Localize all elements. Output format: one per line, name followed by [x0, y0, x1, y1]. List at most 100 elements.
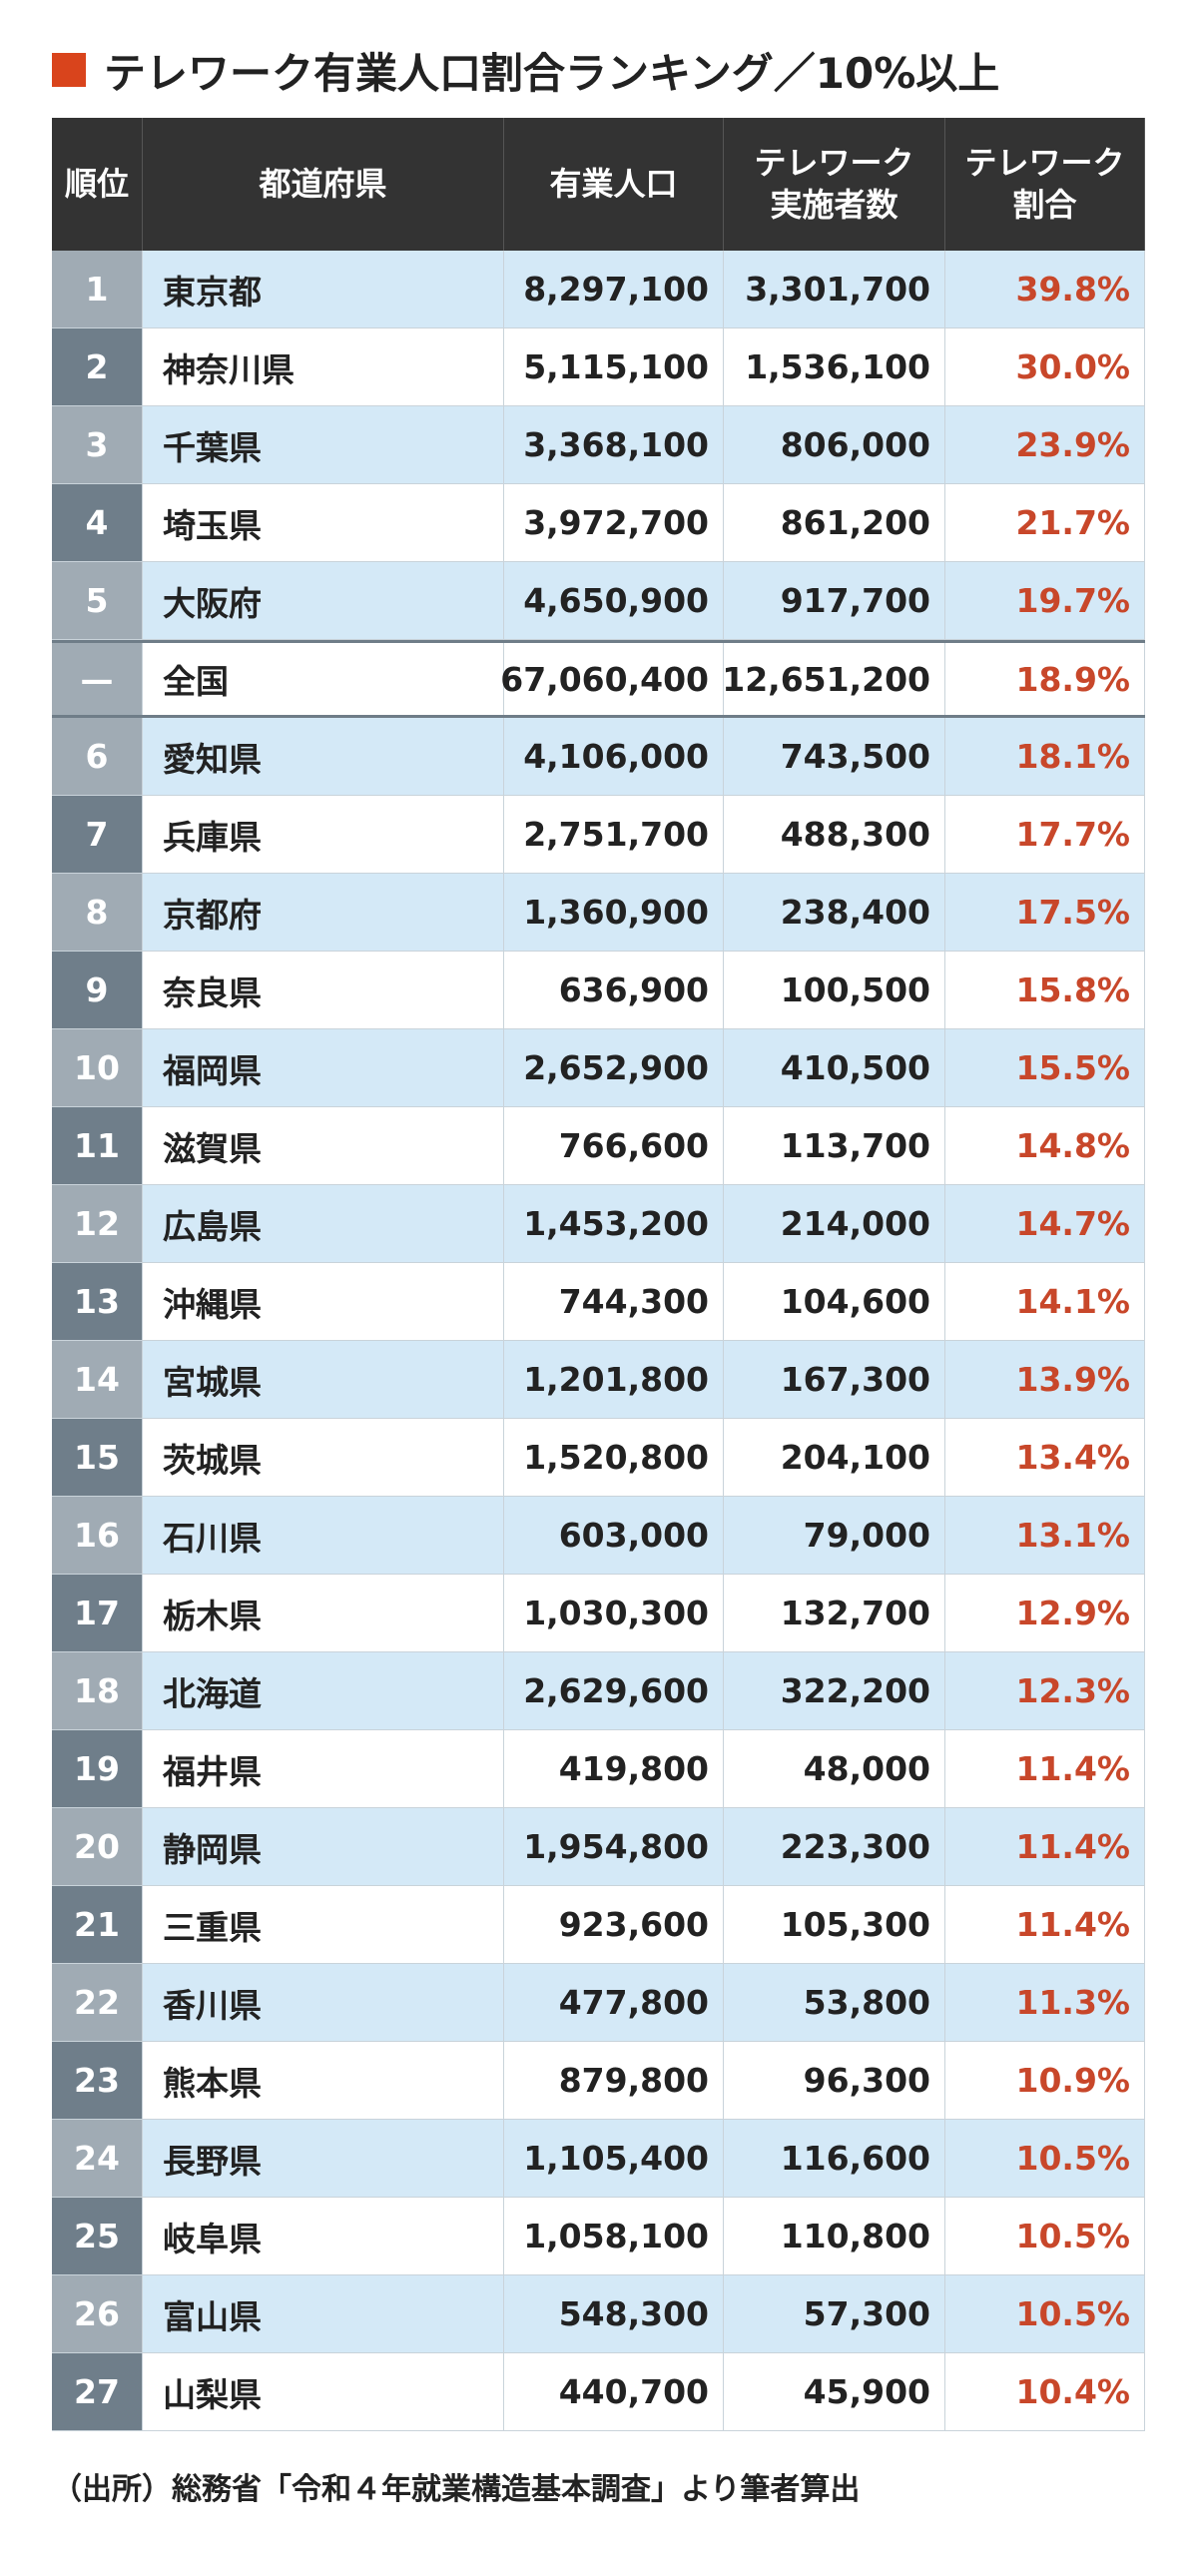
telework-ratio-cell: 10.5%	[945, 2275, 1145, 2352]
employed-population-cell: 1,360,900	[504, 874, 724, 951]
telework-count-cell: 105,300	[724, 1886, 945, 1963]
prefecture-cell: 熊本県	[143, 2042, 504, 2119]
rank-cell: 17	[52, 1575, 143, 1651]
telework-ratio-cell: 18.9%	[945, 643, 1145, 715]
table: 順位 都道府県 有業人口 テレワーク 実施者数 テレワーク 割合 1 東京都 8,297,100 3…	[52, 118, 1145, 2431]
telework-ratio-cell: 15.5%	[945, 1029, 1145, 1106]
table-row: 16 石川県 603,000 79,000 13.1%	[52, 1497, 1145, 1575]
telework-ratio-cell: 10.4%	[945, 2353, 1145, 2430]
telework-count-cell: 917,700	[724, 562, 945, 639]
telework-ratio-cell: 17.7%	[945, 796, 1145, 873]
rank-cell: 1	[52, 251, 143, 327]
telework-ratio-cell: 15.8%	[945, 952, 1145, 1028]
telework-count-cell: 12,651,200	[722, 643, 945, 715]
title-block: テレワーク有業人口割合ランキング／10%以上	[52, 40, 999, 100]
prefecture-cell: 奈良県	[143, 952, 504, 1028]
telework-ratio-cell: 14.1%	[945, 1263, 1145, 1340]
prefecture-cell: 千葉県	[143, 406, 504, 483]
telework-count-cell: 743,500	[724, 718, 945, 795]
national-row: — 全国 67,060,400 12,651,200 18.9%	[52, 640, 1145, 718]
telework-count-cell: 3,301,700	[724, 251, 945, 327]
employed-population-cell: 548,300	[504, 2275, 724, 2352]
telework-ratio-cell: 10.5%	[945, 2198, 1145, 2274]
employed-population-cell: 3,972,700	[504, 484, 724, 561]
table-row: 10 福岡県 2,652,900 410,500 15.5%	[52, 1029, 1145, 1107]
table-row: 9 奈良県 636,900 100,500 15.8%	[52, 952, 1145, 1029]
prefecture-cell: 北海道	[143, 1652, 504, 1729]
telework-count-cell: 238,400	[724, 874, 945, 951]
rank-cell: 9	[52, 952, 143, 1028]
telework-ratio-cell: 10.9%	[945, 2042, 1145, 2119]
prefecture-cell: 東京都	[143, 251, 504, 327]
table-row: 3 千葉県 3,368,100 806,000 23.9%	[52, 406, 1145, 484]
rank-cell: 19	[52, 1730, 143, 1807]
prefecture-cell: 沖縄県	[143, 1263, 504, 1340]
rank-cell: 13	[52, 1263, 143, 1340]
rank-cell: 18	[52, 1652, 143, 1729]
telework-count-cell: 1,536,100	[724, 328, 945, 405]
rank-cell: 10	[52, 1029, 143, 1106]
table-row: 22 香川県 477,800 53,800 11.3%	[52, 1964, 1145, 2042]
header-cell: テレワーク 実施者数	[724, 118, 945, 251]
table-row: 14 宮城県 1,201,800 167,300 13.9%	[52, 1341, 1145, 1419]
employed-population-cell: 2,652,900	[504, 1029, 724, 1106]
telework-ratio-cell: 11.4%	[945, 1730, 1145, 1807]
table-row: 12 広島県 1,453,200 214,000 14.7%	[52, 1185, 1145, 1263]
employed-population-cell: 1,105,400	[504, 2120, 724, 2197]
rank-cell: 22	[52, 1964, 143, 2041]
employed-population-cell: 4,106,000	[504, 718, 724, 795]
table-row: 27 山梨県 440,700 45,900 10.4%	[52, 2353, 1145, 2431]
table-row: 4 埼玉県 3,972,700 861,200 21.7%	[52, 484, 1145, 562]
rank-cell: 8	[52, 874, 143, 951]
rank-cell: 24	[52, 2120, 143, 2197]
telework-count-cell: 104,600	[724, 1263, 945, 1340]
telework-count-cell: 204,100	[724, 1419, 945, 1496]
telework-count-cell: 79,000	[724, 1497, 945, 1574]
rank-cell: 21	[52, 1886, 143, 1963]
table-row: 25 岐阜県 1,058,100 110,800 10.5%	[52, 2198, 1145, 2275]
prefecture-cell: 滋賀県	[143, 1107, 504, 1184]
table-row: 13 沖縄県 744,300 104,600 14.1%	[52, 1263, 1145, 1341]
header-line: テレワーク	[754, 143, 914, 182]
table-row: 24 長野県 1,105,400 116,600 10.5%	[52, 2120, 1145, 2198]
employed-population-cell: 3,368,100	[504, 406, 724, 483]
prefecture-cell: 埼玉県	[143, 484, 504, 561]
table-row: 20 静岡県 1,954,800 223,300 11.4%	[52, 1808, 1145, 1886]
telework-count-cell: 167,300	[724, 1341, 945, 1418]
prefecture-cell: 静岡県	[143, 1808, 504, 1885]
rank-cell: 20	[52, 1808, 143, 1885]
employed-population-cell: 67,060,400	[500, 643, 724, 715]
telework-ratio-cell: 17.5%	[945, 874, 1145, 951]
rank-cell: 14	[52, 1341, 143, 1418]
employed-population-cell: 1,520,800	[504, 1419, 724, 1496]
prefecture-cell: 大阪府	[143, 562, 504, 639]
telework-ratio-cell: 14.7%	[945, 1185, 1145, 1262]
telework-count-cell: 488,300	[724, 796, 945, 873]
table-row: 2 神奈川県 5,115,100 1,536,100 30.0%	[52, 328, 1145, 406]
prefecture-cell: 広島県	[143, 1185, 504, 1262]
telework-count-cell: 45,900	[724, 2353, 945, 2430]
prefecture-cell: 三重県	[143, 1886, 504, 1963]
employed-population-cell: 766,600	[504, 1107, 724, 1184]
telework-count-cell: 410,500	[724, 1029, 945, 1106]
employed-population-cell: 440,700	[504, 2353, 724, 2430]
telework-count-cell: 57,300	[724, 2275, 945, 2352]
title-marker	[52, 53, 86, 87]
prefecture-cell: 茨城県	[143, 1419, 504, 1496]
prefecture-cell: 京都府	[143, 874, 504, 951]
telework-count-cell: 861,200	[724, 484, 945, 561]
telework-ratio-cell: 23.9%	[945, 406, 1145, 483]
telework-ratio-cell: 39.8%	[945, 251, 1145, 327]
header-line: 都道府県	[259, 164, 387, 203]
telework-count-cell: 113,700	[724, 1107, 945, 1184]
employed-population-cell: 744,300	[504, 1263, 724, 1340]
prefecture-cell: 栃木県	[143, 1575, 504, 1651]
prefecture-cell: 富山県	[143, 2275, 504, 2352]
prefecture-cell: 全国	[143, 643, 504, 715]
prefecture-cell: 長野県	[143, 2120, 504, 2197]
telework-ratio-cell: 11.4%	[945, 1808, 1145, 1885]
prefecture-cell: 兵庫県	[143, 796, 504, 873]
prefecture-cell: 福岡県	[143, 1029, 504, 1106]
telework-count-cell: 214,000	[724, 1185, 945, 1262]
employed-population-cell: 923,600	[504, 1886, 724, 1963]
